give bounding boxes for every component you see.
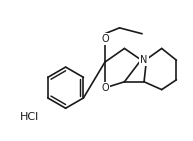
Text: O: O [101, 83, 109, 93]
Text: N: N [140, 55, 148, 65]
Text: HCl: HCl [19, 112, 39, 122]
Text: O: O [101, 34, 109, 44]
